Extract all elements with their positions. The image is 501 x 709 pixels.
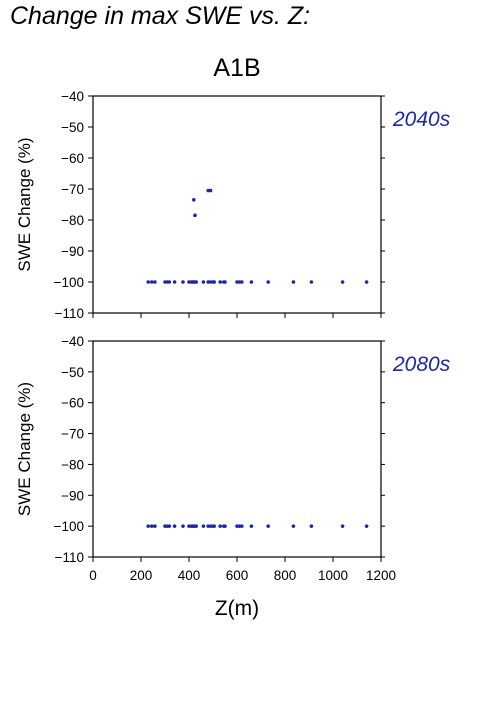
data-point xyxy=(218,524,222,528)
data-point xyxy=(340,524,345,528)
panel-label-2080s: 2080s xyxy=(392,353,451,376)
x-tick-label: 1000 xyxy=(318,568,348,583)
data-point xyxy=(212,280,216,284)
data-point xyxy=(167,280,172,284)
panel-label-2040s: 2040s xyxy=(392,108,451,131)
data-point xyxy=(181,280,185,284)
data-point xyxy=(167,524,172,528)
data-point xyxy=(309,524,314,528)
data-point xyxy=(150,524,154,528)
data-point xyxy=(249,524,254,528)
y-tick-label: −90 xyxy=(61,488,84,503)
y-tick-label: −80 xyxy=(61,213,84,228)
y-tick-label: −60 xyxy=(61,396,84,411)
data-point xyxy=(291,280,296,284)
y-tick-label: −90 xyxy=(61,244,84,259)
data-point xyxy=(223,524,227,528)
data-point xyxy=(153,524,157,528)
y-tick-label: −110 xyxy=(55,550,84,565)
y-tick-label: −50 xyxy=(61,365,84,380)
data-point xyxy=(266,280,271,284)
x-tick-label: 200 xyxy=(130,568,153,583)
page-title: Change in max SWE vs. Z: xyxy=(10,2,311,30)
data-point xyxy=(192,198,196,202)
data-point xyxy=(309,280,314,284)
data-point xyxy=(172,280,177,284)
data-point xyxy=(266,524,271,528)
data-point xyxy=(201,524,206,528)
x-axis-label: Z(m) xyxy=(215,597,259,620)
data-point xyxy=(223,280,227,284)
data-point xyxy=(150,280,154,284)
x-tick-label: 400 xyxy=(178,568,201,583)
y-tick-label: −60 xyxy=(61,151,84,166)
y-tick-label: −40 xyxy=(61,89,84,104)
y-tick-label: −40 xyxy=(61,334,84,349)
data-point xyxy=(194,524,198,528)
data-point xyxy=(193,213,197,218)
data-point xyxy=(146,524,150,528)
data-point xyxy=(364,524,369,528)
data-point xyxy=(146,280,150,284)
y-tick-label: −100 xyxy=(54,275,84,290)
y-tick-label: −70 xyxy=(61,182,84,197)
data-point xyxy=(249,280,254,284)
data-point xyxy=(181,524,185,528)
x-tick-label: 800 xyxy=(274,568,297,583)
y-tick-label: −70 xyxy=(61,427,84,442)
y-tick-label: −100 xyxy=(54,519,84,534)
data-point xyxy=(364,280,369,284)
scenario-title: A1B xyxy=(213,54,261,82)
data-point xyxy=(208,188,213,193)
data-point xyxy=(172,524,177,528)
data-point xyxy=(153,280,157,284)
data-point xyxy=(340,280,345,284)
y-tick-label: −50 xyxy=(61,120,84,135)
x-tick-label: 1200 xyxy=(366,568,396,583)
y-axis-label: SWE Change (%) xyxy=(15,137,34,271)
y-tick-label: −80 xyxy=(61,457,84,472)
data-point xyxy=(194,280,198,284)
data-point xyxy=(240,524,244,528)
y-axis-label: SWE Change (%) xyxy=(15,382,34,516)
data-point xyxy=(212,524,216,528)
x-tick-label: 0 xyxy=(89,568,97,583)
data-point xyxy=(218,280,222,284)
data-point xyxy=(201,280,206,284)
data-point xyxy=(240,280,244,284)
x-tick-label: 600 xyxy=(226,568,249,583)
y-tick-label: −110 xyxy=(55,306,84,321)
data-point xyxy=(291,524,296,528)
